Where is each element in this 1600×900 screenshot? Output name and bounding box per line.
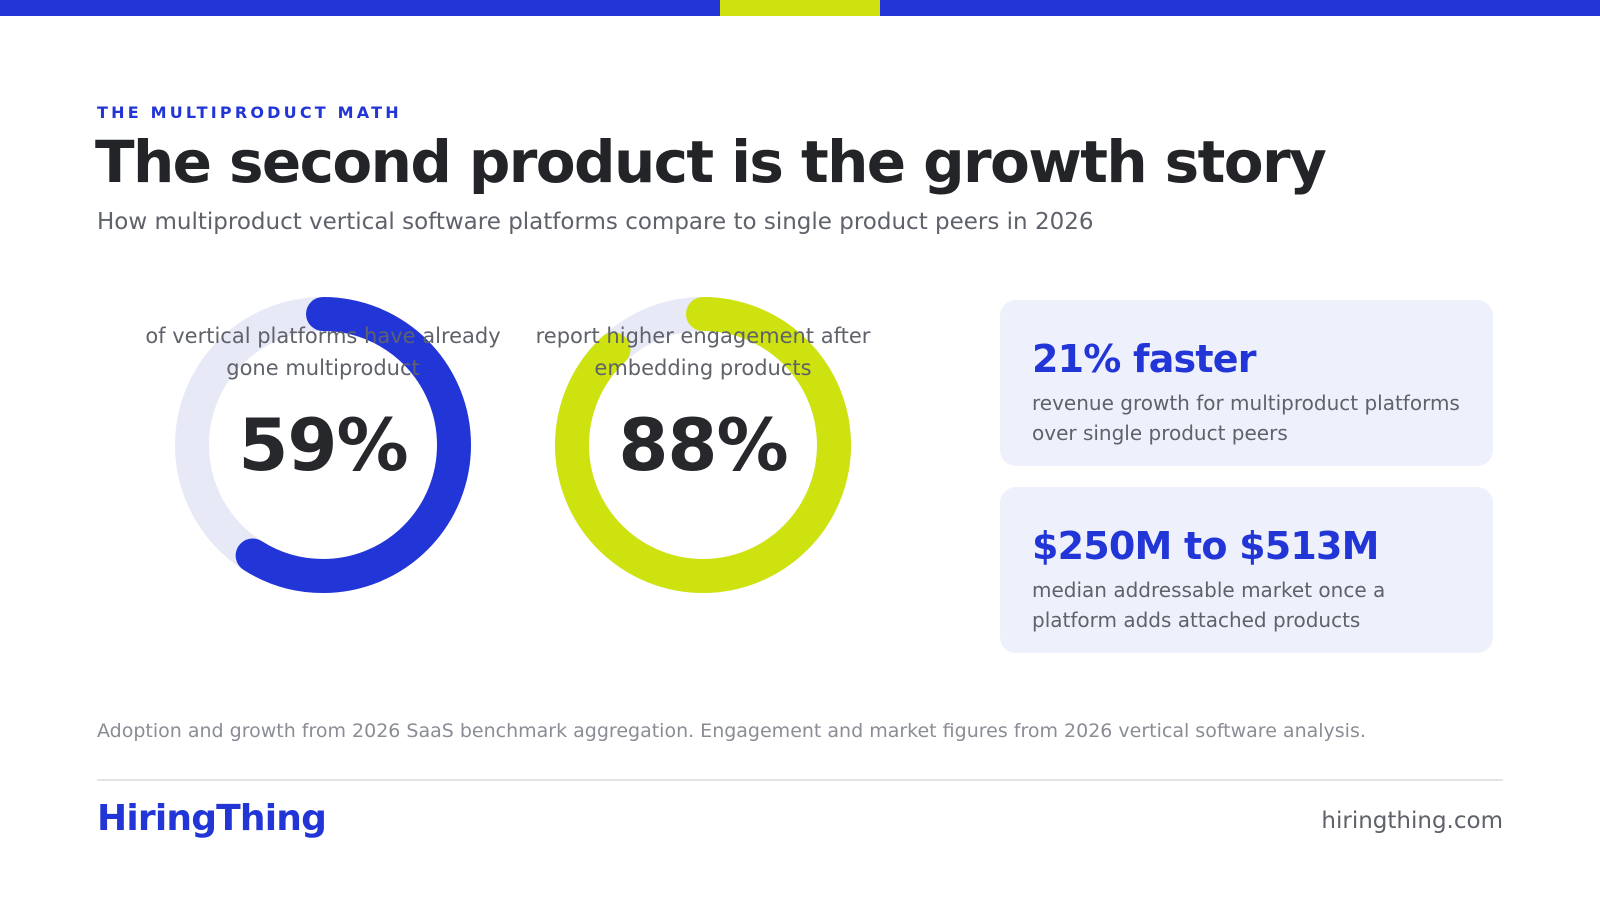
stat-description-market: median addressable market once a platfor…: [1032, 578, 1386, 632]
donut-chart-engagement: 88%: [543, 295, 863, 605]
donut-arc-engagement: [555, 297, 851, 593]
donut-svg-engagement: [555, 297, 851, 593]
stat-card-market: $250M to $513M median addressable market…: [1000, 487, 1493, 653]
source-footnote: Adoption and growth from 2026 SaaS bench…: [97, 720, 1366, 742]
eyebrow-label: THE MULTIPRODUCT MATH: [97, 103, 402, 122]
footer-divider: [97, 779, 1503, 781]
donut-value-adoption: 59%: [238, 403, 408, 487]
stat-description-growth: revenue growth for multiproduct platform…: [1032, 391, 1460, 445]
donut-svg-adoption: [175, 297, 471, 593]
donut-caption-adoption: of vertical platforms have already gone …: [145, 324, 501, 380]
donut-chart-adoption: 59%: [163, 295, 483, 605]
donut-value-engagement: 88%: [618, 403, 788, 487]
top-bar-blue-left: [0, 0, 720, 16]
top-accent-bar: [0, 0, 1600, 16]
site-url: hiringthing.com: [1321, 808, 1503, 834]
top-bar-blue-right: [880, 0, 1600, 16]
stat-headline-growth: 21% faster: [1032, 337, 1256, 381]
page-subtitle: How multiproduct vertical software platf…: [97, 209, 1094, 235]
donut-arc-adoption: [175, 297, 471, 593]
stat-card-growth: 21% faster revenue growth for multiprodu…: [1000, 300, 1493, 466]
donut-caption-engagement: report higher engagement after embedding…: [535, 324, 871, 380]
stat-headline-market: $250M to $513M: [1032, 524, 1379, 568]
top-bar-lime-center: [720, 0, 880, 16]
brand-logo: HiringThing: [97, 798, 327, 839]
page-title: The second product is the growth story: [95, 128, 1327, 196]
